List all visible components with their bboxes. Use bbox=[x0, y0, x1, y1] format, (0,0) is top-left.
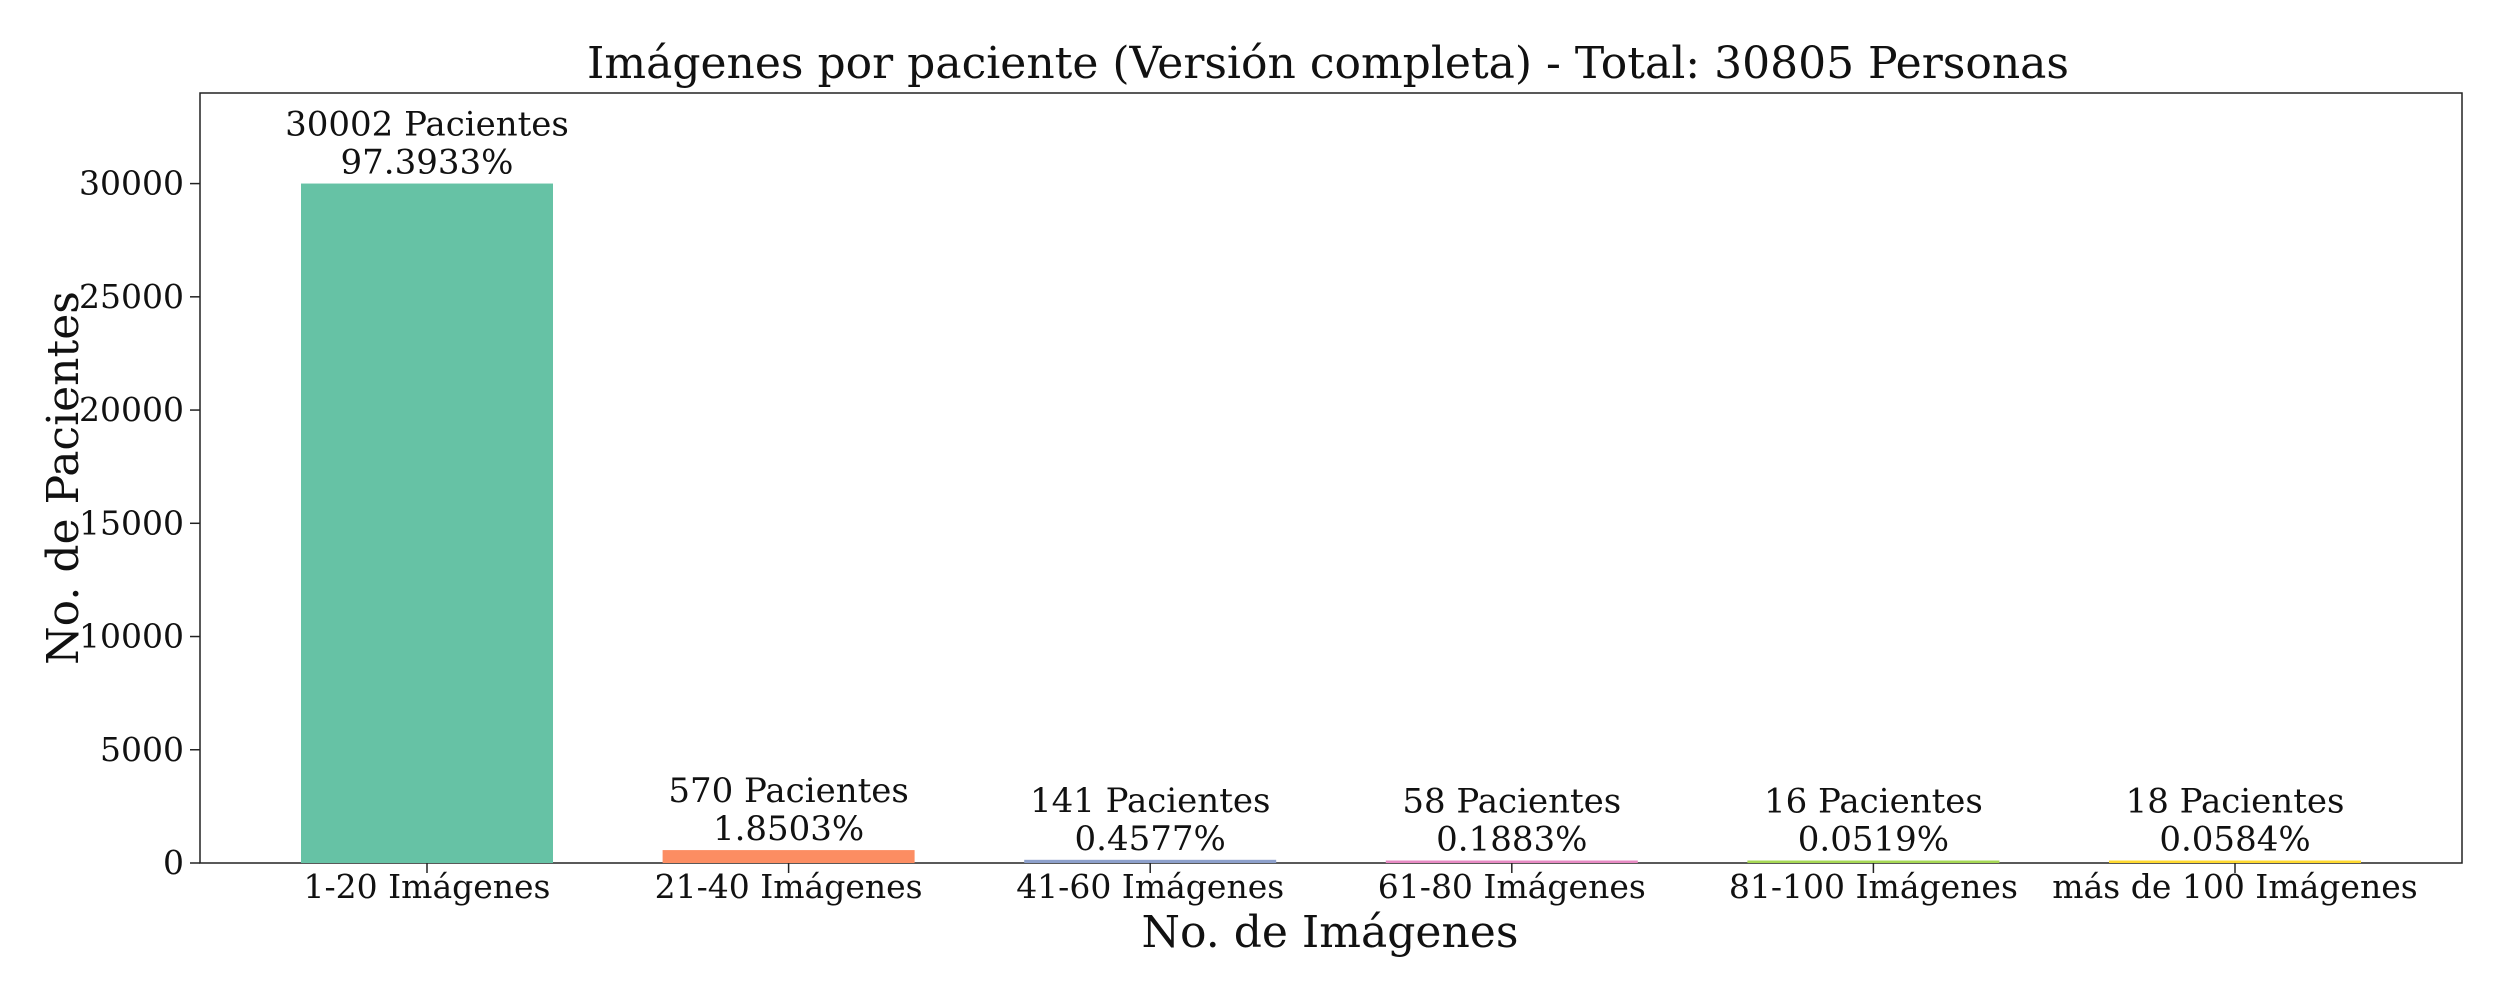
x-tick-label: 1-20 Imágenes bbox=[303, 867, 550, 906]
bar-count-label: 570 Pacientes bbox=[668, 771, 909, 811]
y-tick-label: 5000 bbox=[100, 730, 184, 769]
bar bbox=[1385, 860, 1638, 863]
bar bbox=[2109, 860, 2361, 863]
y-tick-label: 20000 bbox=[79, 390, 184, 429]
bar-labels-group: 97.3933%30002 Pacientes 1.8503%570 Pacien… bbox=[285, 105, 2344, 860]
x-axis-ticks: 1-20 Imágenes 21-40 Imágenes 41-60 Imágene… bbox=[303, 863, 2418, 906]
bar bbox=[1747, 860, 2000, 863]
x-tick-label: 81-100 Imágenes bbox=[1729, 867, 2018, 906]
bar-percent-label: 97.3933% bbox=[341, 143, 514, 183]
x-tick-label: más de 100 Imágenes bbox=[2052, 867, 2417, 906]
x-tick-label: 21-40 Imágenes bbox=[655, 867, 923, 906]
bar-percent-label: 0.0584% bbox=[2159, 820, 2310, 860]
plot-frame bbox=[199, 92, 2463, 864]
y-tick-label: 25000 bbox=[79, 277, 184, 316]
y-tick-label: 0 bbox=[163, 843, 184, 882]
bar bbox=[301, 183, 553, 863]
bar bbox=[1024, 859, 1277, 863]
bar bbox=[662, 850, 915, 863]
bar-percent-label: 1.8503% bbox=[713, 809, 864, 849]
x-tick-label: 61-80 Imágenes bbox=[1378, 867, 1646, 906]
bar-percent-label: 0.1883% bbox=[1436, 820, 1587, 860]
y-tick-label: 10000 bbox=[79, 617, 184, 656]
bar-count-label: 18 Pacientes bbox=[2126, 782, 2345, 822]
x-axis-label: No. de Imágenes bbox=[1142, 907, 1519, 958]
y-tick-label: 30000 bbox=[79, 164, 184, 203]
y-tick-label: 15000 bbox=[79, 503, 184, 542]
x-tick-label: 41-60 Imágenes bbox=[1016, 867, 1284, 906]
bar-count-label: 58 Pacientes bbox=[1402, 782, 1621, 822]
chart-title: Imágenes por paciente (Versión completa)… bbox=[587, 38, 2069, 89]
bar-count-label: 16 Pacientes bbox=[1764, 782, 1983, 822]
y-axis-label: No. de Pacientes bbox=[38, 291, 89, 665]
bar-percent-label: 0.0519% bbox=[1798, 820, 1949, 860]
bars-group bbox=[301, 183, 2361, 863]
y-axis-ticks: 0 5000 10000 15000 20000 25000 30000 bbox=[79, 164, 200, 882]
bar-count-label: 141 Pacientes bbox=[1030, 781, 1271, 821]
bar-percent-label: 0.4577% bbox=[1075, 819, 1226, 859]
bar-count-label: 30002 Pacientes bbox=[285, 105, 569, 145]
